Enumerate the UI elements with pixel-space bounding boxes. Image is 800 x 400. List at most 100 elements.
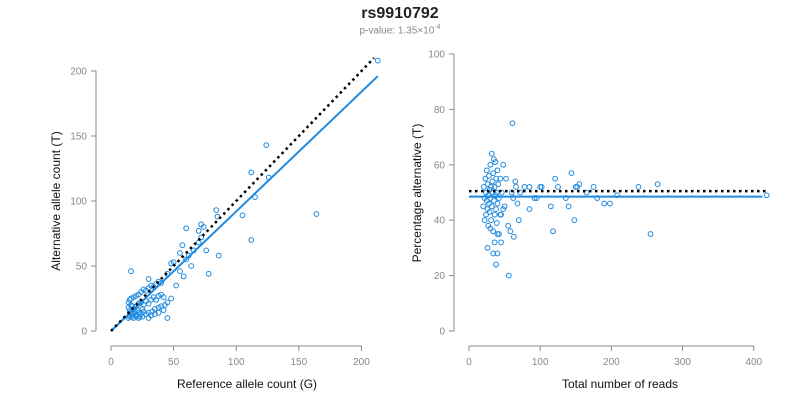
x-axis-label: Reference allele count (G) [177,377,317,391]
data-point [493,220,500,226]
data-point [498,189,505,196]
data-point [590,184,597,190]
data-point [601,200,608,207]
x-tick-label: 200 [603,357,620,368]
data-point [482,175,489,182]
data-point [486,208,493,215]
data-point [607,200,613,207]
data-point [145,276,152,282]
data-point [562,195,569,201]
data-point [568,170,575,177]
x-tick-label: 100 [228,357,245,368]
p-value-subtitle: p-value: 1.35×10-4 [0,24,800,36]
y-axis-label: Percentage alternative (T) [410,124,424,263]
data-point [176,250,183,256]
data-point [179,242,186,249]
x-tick-label: 50 [168,357,180,368]
data-point [145,300,152,307]
data-point [510,195,517,201]
y-tick-label: 200 [70,67,87,78]
data-point [500,161,507,168]
data-point [635,184,642,190]
data-point [183,225,190,232]
y-tick-label: 150 [70,132,87,143]
data-point [491,239,498,246]
x-tick-label: 0 [466,357,472,368]
x-tick-label: 200 [353,357,370,368]
x-tick-label: 150 [291,357,308,368]
data-point [505,272,512,279]
data-point [571,217,578,224]
data-point [173,282,180,289]
data-point [158,303,164,310]
p-value-exponent: -4 [434,24,441,31]
data-point [517,189,524,196]
x-tick-label: 300 [674,357,691,368]
data-point [213,207,220,214]
data-point [494,167,501,174]
data-point [215,252,222,259]
data-point [481,184,487,190]
fit-line [110,75,379,332]
data-point [126,296,133,303]
data-point [547,203,554,210]
data-point [490,250,497,257]
y-tick-label: 0 [81,327,87,338]
data-point [487,161,494,168]
data-point [526,206,533,213]
data-point [647,231,654,237]
data-point [205,270,212,277]
data-point [512,178,519,185]
data-point [487,225,494,232]
data-point [153,296,159,303]
data-point [552,175,559,182]
data-point [176,268,183,275]
data-point [248,169,255,176]
data-point [533,195,540,201]
data-point [483,167,490,174]
data-point [195,228,202,234]
p-value-base: 10 [423,25,435,37]
data-point [180,273,187,280]
y-tick-label: 80 [434,105,446,116]
data-point [497,175,504,182]
data-point [489,178,496,185]
data-point [495,181,502,188]
data-point [164,299,171,306]
data-point [537,184,544,190]
y-tick-label: 60 [434,160,446,171]
data-point [513,184,519,190]
data-point [503,175,509,182]
data-point [498,239,504,246]
data-point [481,217,488,224]
data-point [763,192,770,199]
data-point [486,172,492,179]
data-point [492,192,499,199]
data-point [160,307,167,314]
data-point [164,315,171,321]
data-point [151,311,158,318]
chart-panel-1: 0 50 100 150 200 0 50 100 150 200 Reference allele… [49,57,381,391]
data-point [583,189,590,196]
data-point [139,313,146,320]
data-point [140,302,147,308]
x-tick-label: 0 [108,357,114,368]
data-point [200,224,207,230]
data-point [488,217,494,224]
data-point [491,184,498,190]
y-tick-label: 50 [76,262,88,273]
data-point [483,211,489,218]
data-point [496,195,502,201]
data-point [614,192,620,199]
y-tick-label: 100 [70,197,87,208]
data-point [155,309,162,316]
x-tick-label: 100 [532,357,549,368]
p-value-times: × [417,25,424,37]
data-point [183,256,190,263]
data-point [510,233,517,240]
data-point [313,211,320,217]
data-point [550,228,556,235]
data-point [188,263,195,269]
x-axis-label: Total number of reads [562,377,678,391]
data-point [491,211,498,218]
